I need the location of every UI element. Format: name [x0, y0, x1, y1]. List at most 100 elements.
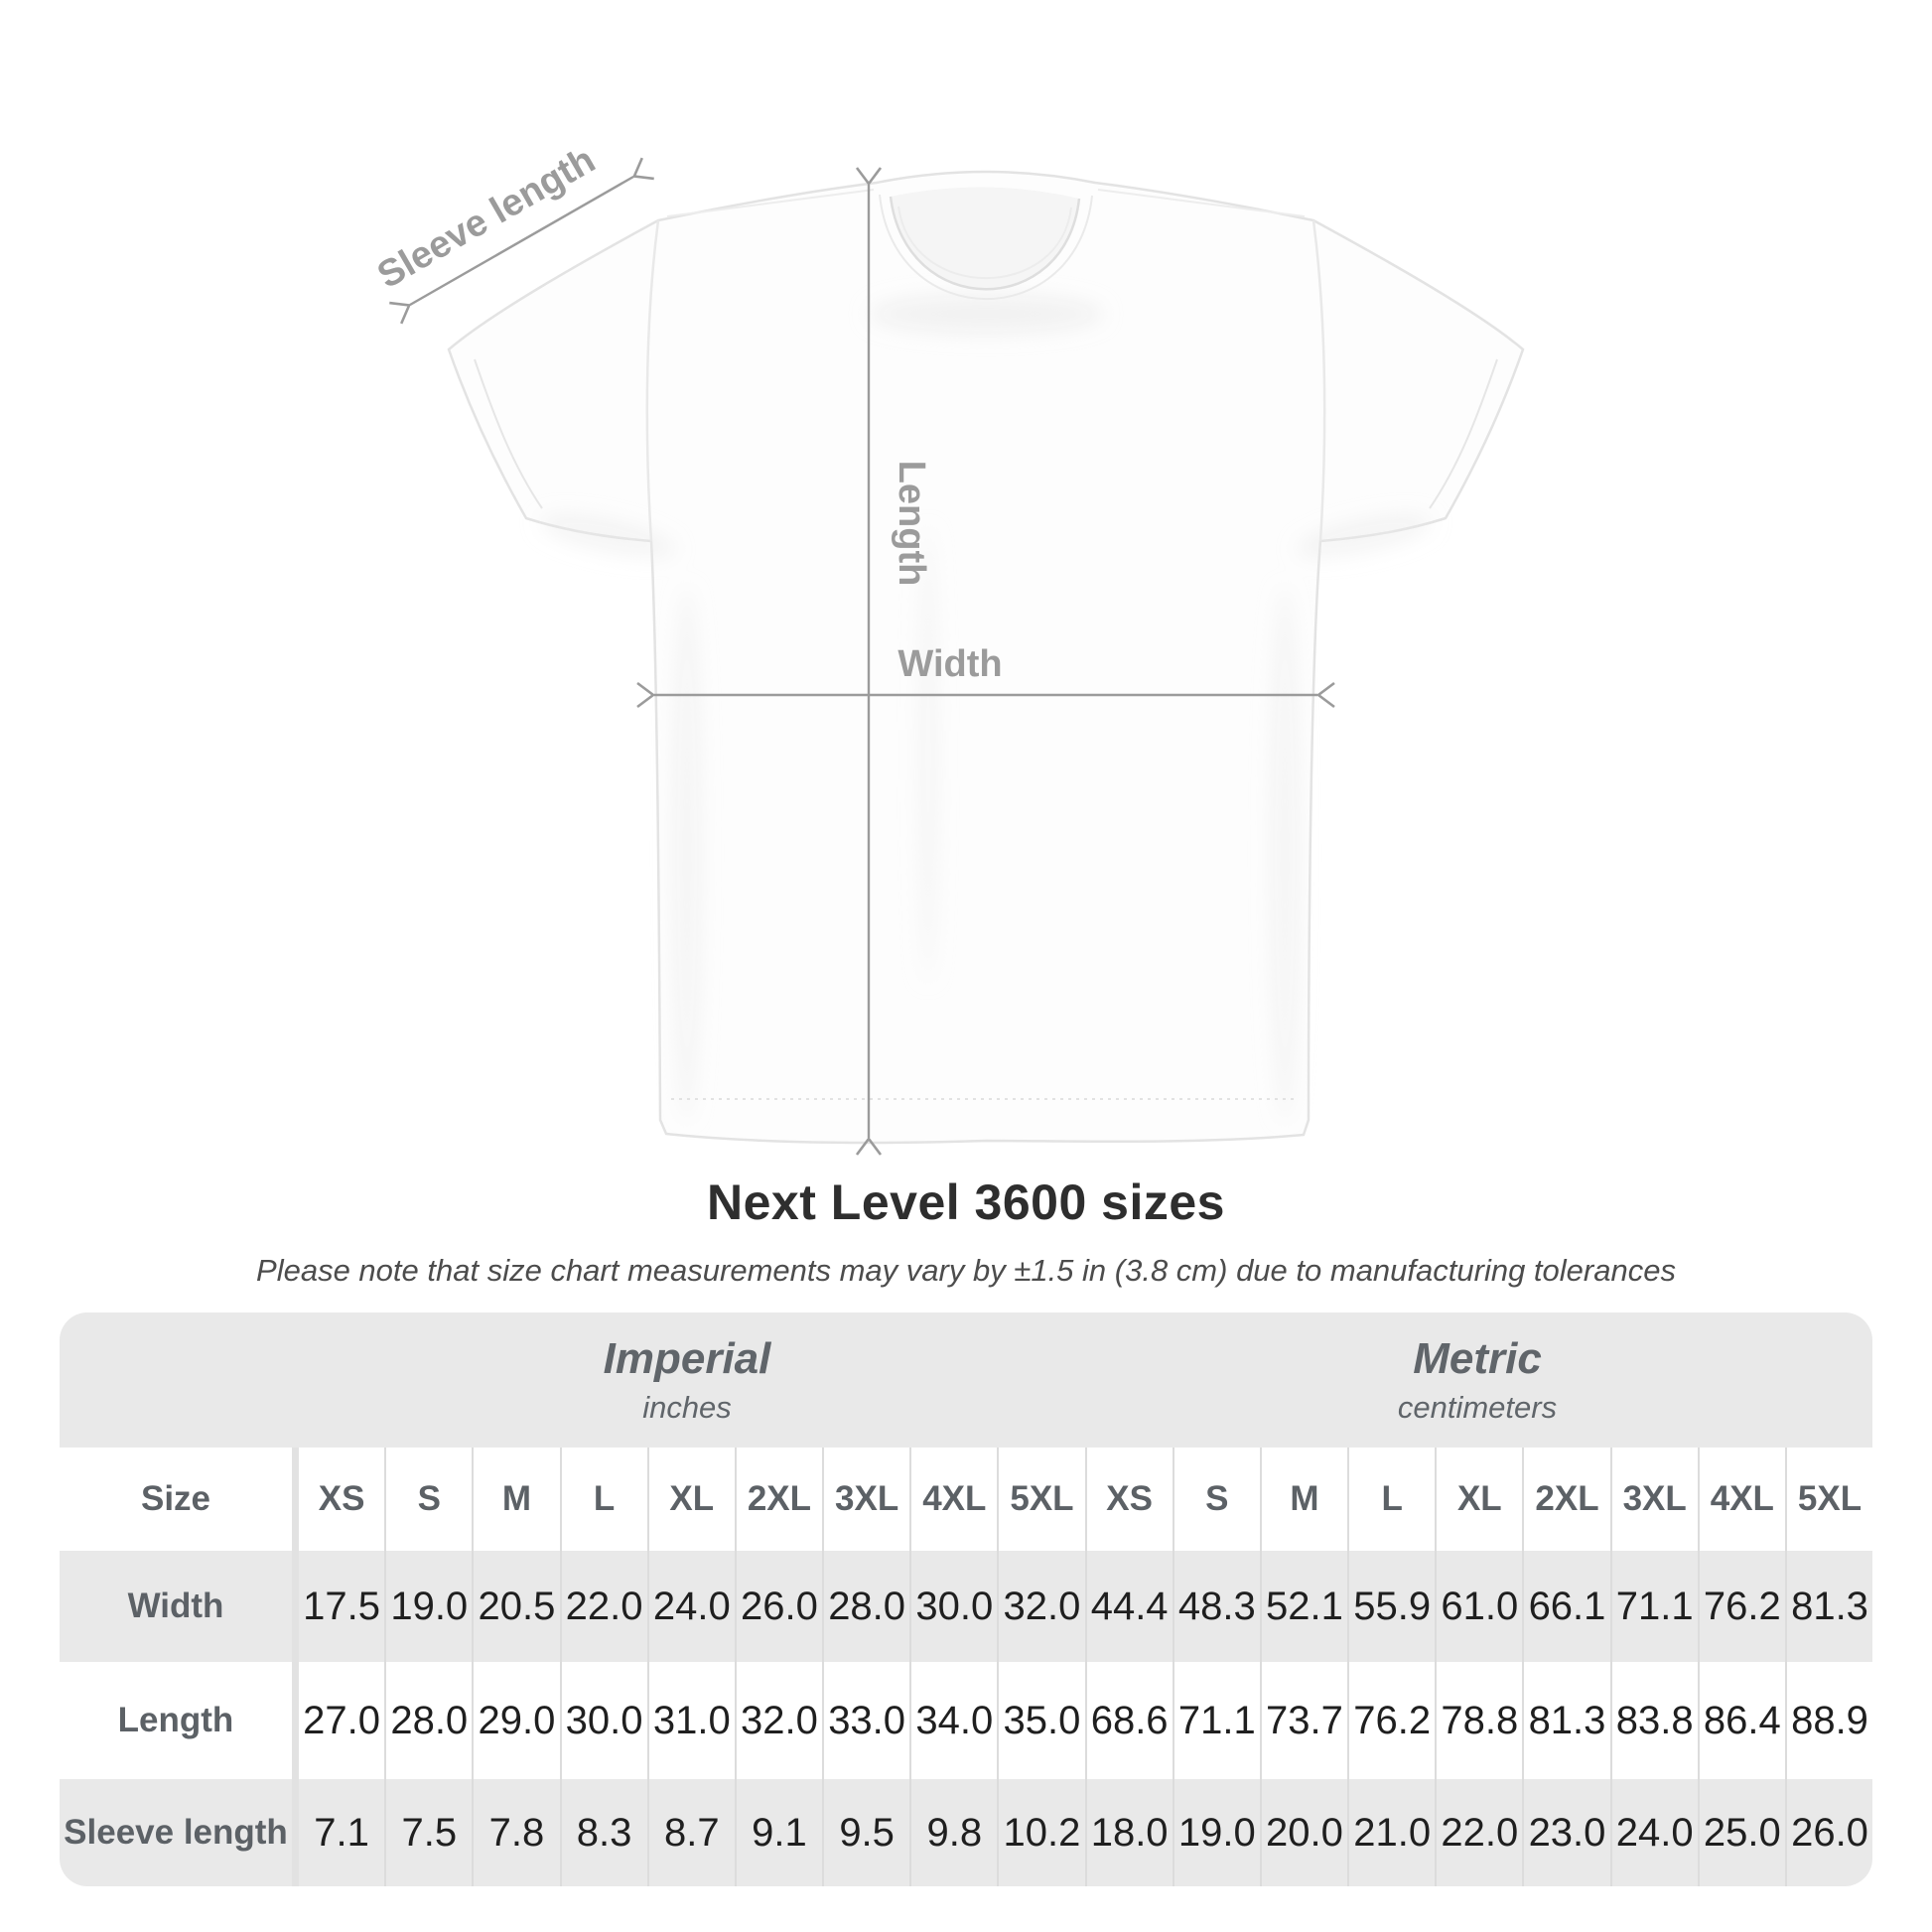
table-row: Sleeve length 7.1 7.5 7.8 8.3 8.7 9.1 9.5 9.8 10.… [60, 1779, 1872, 1886]
value-cell: 34.0 [909, 1662, 997, 1779]
value-cell: 32.0 [734, 1662, 822, 1779]
value-cell: 71.1 [1609, 1551, 1698, 1662]
length-label: Length [891, 461, 932, 587]
value-cell: 9.5 [822, 1779, 909, 1886]
size-column-header: 2XL [1522, 1448, 1609, 1551]
value-cell: 26.0 [1784, 1779, 1872, 1886]
value-cell: 52.1 [1259, 1551, 1347, 1662]
row-label: Width [127, 1587, 224, 1625]
value-cell: 7.1 [292, 1779, 384, 1886]
value-cell: 24.0 [646, 1551, 735, 1662]
value-cell: 73.7 [1259, 1662, 1347, 1779]
row-label: Length [117, 1701, 234, 1739]
sleeve-length-arrow [389, 157, 654, 325]
value-cell: 23.0 [1522, 1779, 1609, 1886]
size-column-header: XS [1084, 1448, 1173, 1551]
value-cell: 18.0 [1084, 1779, 1173, 1886]
size-column-header: S [384, 1448, 472, 1551]
value-cell: 76.2 [1347, 1662, 1435, 1779]
value-cell: 20.5 [472, 1551, 559, 1662]
unit-header-spacer [60, 1312, 292, 1448]
value-cell: 21.0 [1347, 1779, 1435, 1886]
size-column-header: 4XL [1697, 1448, 1785, 1551]
value-cell: 26.0 [734, 1551, 822, 1662]
width-label: Width [897, 643, 1002, 685]
page-title: Next Level 3600 sizes [707, 1174, 1225, 1230]
value-cell: 31.0 [646, 1662, 735, 1779]
size-column-header: L [1347, 1448, 1435, 1551]
size-column-header: 5XL [1784, 1448, 1872, 1551]
value-cell: 48.3 [1172, 1551, 1260, 1662]
size-column-header: M [1259, 1448, 1347, 1551]
value-cell: 24.0 [1609, 1779, 1698, 1886]
size-column-header: XL [646, 1448, 735, 1551]
value-cell: 86.4 [1697, 1662, 1785, 1779]
value-cell: 9.1 [734, 1779, 822, 1886]
value-cell: 76.2 [1697, 1551, 1785, 1662]
value-cell: 9.8 [909, 1779, 997, 1886]
value-cell: 20.0 [1259, 1779, 1347, 1886]
value-cell: 83.8 [1609, 1662, 1698, 1779]
size-corner-header: Size [140, 1479, 211, 1518]
metric-sublabel: centimeters [1397, 1390, 1558, 1425]
value-cell: 7.5 [384, 1779, 472, 1886]
value-cell: 27.0 [292, 1662, 384, 1779]
row-label: Sleeve length [64, 1813, 288, 1852]
value-cell: 55.9 [1347, 1551, 1435, 1662]
tolerance-note: Please note that size chart measurements… [256, 1253, 1676, 1288]
tshirt-shading [539, 294, 1433, 1122]
size-column-header: 3XL [822, 1448, 909, 1551]
size-column-header: M [472, 1448, 559, 1551]
tshirt-graphic [447, 170, 1525, 1145]
metric-label: Metric [1413, 1334, 1542, 1383]
size-header-row: Size XS S M L XL 2XL 3XL 4XL 5XL XS S M L XL 2XL 3XL 4XL 5… [60, 1448, 1872, 1551]
value-cell: 81.3 [1522, 1662, 1609, 1779]
value-cell: 32.0 [997, 1551, 1084, 1662]
value-cell: 71.1 [1172, 1662, 1260, 1779]
value-cell: 22.0 [559, 1551, 647, 1662]
size-column-header: XL [1435, 1448, 1522, 1551]
value-cell: 8.7 [646, 1779, 735, 1886]
value-cell: 7.8 [472, 1779, 559, 1886]
value-cell: 44.4 [1084, 1551, 1173, 1662]
value-cell: 25.0 [1697, 1779, 1785, 1886]
value-cell: 78.8 [1435, 1662, 1522, 1779]
imperial-label: Imperial [603, 1334, 771, 1383]
size-column-header: 3XL [1609, 1448, 1698, 1551]
size-table: Imperial inches Metric centimeters Size X… [60, 1312, 1872, 1886]
value-cell: 29.0 [472, 1662, 559, 1779]
value-cell: 30.0 [559, 1662, 647, 1779]
imperial-sublabel: inches [642, 1390, 732, 1425]
size-column-header: XS [292, 1448, 384, 1551]
unit-header-row: Imperial inches Metric centimeters [60, 1312, 1872, 1448]
imperial-header: Imperial inches [292, 1312, 1082, 1448]
value-cell: 8.3 [559, 1779, 647, 1886]
size-column-header: S [1172, 1448, 1260, 1551]
value-cell: 35.0 [997, 1662, 1084, 1779]
value-cell: 68.6 [1084, 1662, 1173, 1779]
tshirt-collar [879, 187, 1093, 301]
measurement-arrows [389, 157, 1335, 1156]
value-cell: 19.0 [1172, 1779, 1260, 1886]
value-cell: 17.5 [292, 1551, 384, 1662]
size-column-header: 2XL [734, 1448, 822, 1551]
value-cell: 33.0 [822, 1662, 909, 1779]
value-cell: 61.0 [1435, 1551, 1522, 1662]
value-cell: 28.0 [384, 1662, 472, 1779]
value-cell: 66.1 [1522, 1551, 1609, 1662]
value-cell: 19.0 [384, 1551, 472, 1662]
value-cell: 10.2 [997, 1779, 1084, 1886]
size-column-header: 4XL [909, 1448, 997, 1551]
value-cell: 22.0 [1435, 1779, 1522, 1886]
table-row: Width 17.5 19.0 20.5 22.0 24.0 26.0 28.0 30.0 32.… [60, 1551, 1872, 1662]
size-column-header: 5XL [997, 1448, 1084, 1551]
table-row: Length 27.0 28.0 29.0 30.0 31.0 32.0 33.0 34.0 35… [60, 1662, 1872, 1779]
metric-header: Metric centimeters [1082, 1312, 1872, 1448]
value-cell: 30.0 [909, 1551, 997, 1662]
value-cell: 28.0 [822, 1551, 909, 1662]
value-cell: 81.3 [1784, 1551, 1872, 1662]
size-column-header: L [559, 1448, 647, 1551]
value-cell: 88.9 [1784, 1662, 1872, 1779]
